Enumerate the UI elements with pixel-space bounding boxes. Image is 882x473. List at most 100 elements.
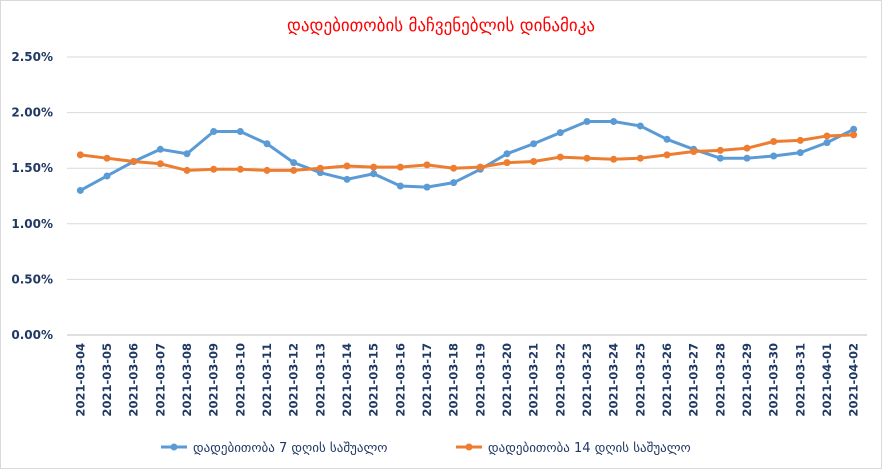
data-point	[663, 151, 671, 159]
data-point	[103, 154, 111, 162]
data-point	[210, 165, 218, 173]
data-point	[770, 138, 778, 146]
data-point	[156, 145, 164, 153]
data-point	[343, 175, 351, 183]
data-point	[850, 125, 858, 133]
x-tick-label: 2021-03-31	[793, 343, 807, 417]
series-line-2	[80, 133, 854, 172]
data-point	[503, 150, 511, 158]
data-point	[663, 135, 671, 143]
data-point	[370, 163, 378, 171]
data-point	[236, 165, 244, 173]
data-point	[476, 163, 484, 171]
y-tick-label: 1.00%	[11, 217, 53, 231]
data-point	[503, 159, 511, 167]
x-tick-label: 2021-03-17	[420, 343, 434, 417]
y-tick-label: 0.00%	[11, 328, 53, 342]
data-point	[263, 166, 271, 174]
x-tick-label: 2021-03-06	[127, 343, 141, 417]
data-point	[823, 132, 831, 140]
data-point	[556, 153, 564, 161]
data-point	[103, 172, 111, 180]
legend-label-2: დადებითობა 14 დღის საშუალო	[488, 441, 691, 456]
data-point	[130, 158, 138, 166]
data-point	[636, 122, 644, 130]
x-tick-label: 2021-03-18	[447, 343, 461, 417]
x-tick-label: 2021-03-15	[367, 343, 381, 417]
x-tick-label: 2021-03-08	[180, 343, 194, 417]
x-tick-label: 2021-03-11	[260, 343, 274, 417]
data-point	[716, 146, 724, 154]
data-point	[850, 131, 858, 139]
x-tick-label: 2021-03-24	[607, 343, 621, 417]
x-tick-label: 2021-03-12	[287, 343, 301, 417]
data-point	[370, 170, 378, 178]
data-point	[183, 166, 191, 174]
data-point	[636, 154, 644, 162]
x-tick-label: 2021-03-14	[340, 343, 354, 417]
data-point	[583, 154, 591, 162]
x-tick-label: 2021-03-16	[393, 343, 407, 417]
data-point	[236, 128, 244, 136]
data-point	[76, 151, 84, 159]
y-tick-label: 2.00%	[11, 106, 53, 120]
y-tick-label: 1.50%	[11, 161, 53, 175]
data-point	[316, 164, 324, 172]
data-point	[796, 149, 804, 157]
data-point	[823, 139, 831, 147]
data-point	[343, 162, 351, 170]
x-tick-label: 2021-03-19	[473, 343, 487, 417]
y-tick-label: 2.50%	[11, 50, 53, 64]
chart-title: დადებითობის მაჩვენებლის დინამიკა	[287, 16, 595, 36]
legend-label-1: დადებითობა 7 დღის საშუალო	[193, 441, 388, 456]
x-tick-label: 2021-03-05	[100, 343, 114, 417]
x-tick-label: 2021-03-27	[687, 343, 701, 417]
data-point	[690, 148, 698, 156]
data-point	[290, 166, 298, 174]
data-point	[583, 117, 591, 125]
data-point	[796, 136, 804, 144]
x-tick-label: 2021-03-10	[233, 343, 247, 417]
data-point	[770, 152, 778, 160]
legend-marker	[465, 443, 473, 451]
x-tick-label: 2021-03-25	[633, 343, 647, 417]
data-point	[396, 182, 404, 190]
x-tick-label: 2021-03-30	[767, 343, 781, 417]
data-point	[183, 150, 191, 158]
data-point	[156, 160, 164, 168]
x-tick-label: 2021-03-28	[713, 343, 727, 417]
series-line-1	[79, 119, 855, 192]
x-tick-label: 2021-03-23	[580, 343, 594, 417]
x-tick-label: 2021-03-29	[740, 343, 754, 417]
data-point	[530, 158, 538, 166]
x-tick-label: 2021-03-26	[660, 343, 674, 417]
data-point	[263, 140, 271, 148]
x-tick-label: 2021-03-09	[207, 343, 221, 417]
data-point	[423, 161, 431, 169]
data-point	[423, 183, 431, 191]
x-tick-label: 2021-04-01	[820, 343, 834, 417]
data-point	[610, 155, 618, 163]
data-point	[290, 159, 298, 167]
data-point	[210, 128, 218, 136]
x-tick-label: 2021-03-04	[73, 343, 87, 417]
data-point	[716, 154, 724, 162]
data-point	[530, 140, 538, 148]
legend-marker	[170, 443, 178, 451]
x-tick-label: 2021-03-21	[527, 343, 541, 417]
x-tick-label: 2021-03-13	[313, 343, 327, 417]
x-tick-label: 2021-03-07	[153, 343, 167, 417]
data-point	[450, 164, 458, 172]
data-point	[743, 154, 751, 162]
data-point	[556, 129, 564, 137]
data-point	[743, 144, 751, 152]
x-tick-label: 2021-04-02	[847, 343, 861, 417]
data-point	[396, 163, 404, 171]
data-point	[610, 117, 618, 125]
x-tick-label: 2021-03-22	[553, 343, 567, 417]
data-point	[76, 186, 84, 194]
data-point	[450, 179, 458, 187]
y-tick-label: 0.50%	[11, 272, 53, 286]
